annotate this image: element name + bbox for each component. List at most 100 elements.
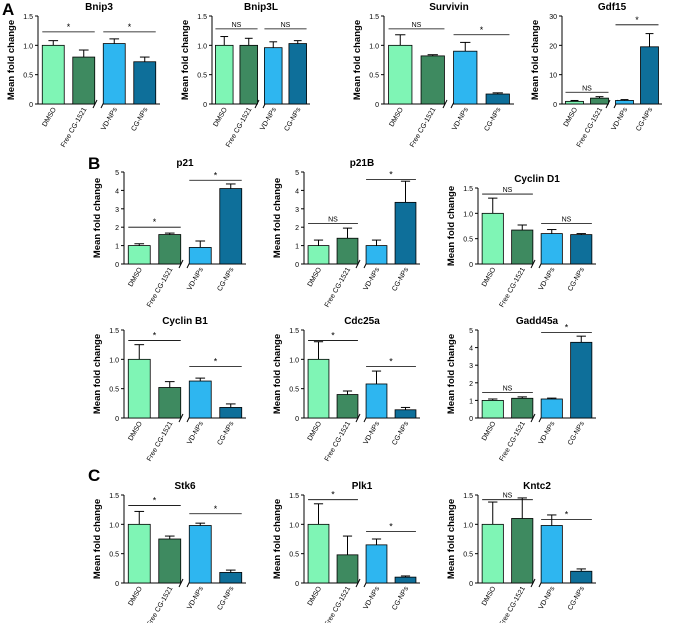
y-axis-label: Mean fold change — [92, 178, 103, 258]
y-tick-label: 1.0 — [289, 522, 299, 529]
y-tick-label: 0.5 — [197, 73, 207, 80]
x-tick-label: CG-NPs — [216, 266, 235, 292]
significance-label: * — [153, 496, 157, 506]
bar — [127, 358, 151, 419]
x-tick-label: DMSO — [481, 266, 498, 288]
y-tick-label: 0.5 — [109, 552, 119, 559]
x-tick-label: VD-NPs — [363, 585, 382, 611]
x-tick-label: VD-NPs — [538, 585, 557, 611]
y-tick-label: 2 — [469, 381, 473, 388]
bar — [219, 407, 243, 419]
x-tick-label: DMSO — [307, 585, 324, 607]
chart-gadd45a: Gadd45a Mean fold change 0 1 2 3 4 5 DMSO Free CG… — [446, 316, 596, 463]
bar — [133, 61, 157, 105]
y-axis-label: Mean fold change — [272, 499, 283, 579]
significance-label: * — [389, 169, 393, 179]
significance-label: * — [153, 217, 157, 227]
x-tick-label: CG-NPs — [216, 420, 235, 446]
bar — [365, 544, 388, 584]
x-tick-label: Free CG-1521 — [146, 420, 174, 462]
y-tick-label: 1.0 — [463, 211, 473, 218]
y-tick-label: 0.5 — [23, 73, 33, 80]
y-tick-label: 0 — [115, 416, 119, 423]
bar — [481, 523, 504, 584]
chart-cdc25a: Cdc25a Mean fold change 0 0.5 1.0 1.5 DMSO Free… — [272, 316, 420, 463]
significance-label: * — [480, 25, 484, 35]
x-tick-label: Free CG-1521 — [60, 106, 88, 148]
y-tick-label: 1.5 — [109, 493, 119, 500]
y-tick-label: 2 — [295, 225, 299, 232]
x-tick-label: CG-NPs — [567, 420, 586, 446]
y-tick-label: 0 — [203, 102, 207, 109]
bar — [540, 525, 563, 584]
y-tick-label: 20 — [549, 43, 557, 50]
x-tick-label: DMSO — [41, 106, 58, 128]
bar — [288, 43, 307, 105]
bar — [72, 56, 96, 105]
significance-label: * — [67, 22, 71, 32]
x-tick-label: VD-NPs — [611, 106, 630, 132]
bar — [365, 383, 388, 419]
y-tick-label: 0.5 — [289, 387, 299, 394]
bar — [485, 93, 510, 105]
x-tick-label: DMSO — [307, 266, 324, 288]
y-tick-label: 1.0 — [109, 357, 119, 364]
y-tick-label: 0 — [469, 262, 473, 269]
y-tick-label: 0.5 — [463, 237, 473, 244]
chart-title: Cyclin B1 — [162, 316, 208, 327]
bar — [102, 43, 126, 105]
bar — [590, 97, 609, 105]
panel-label-c: C — [88, 466, 101, 485]
x-tick-label: Free CG-1521 — [324, 585, 352, 623]
x-tick-label: VD-NPs — [363, 266, 382, 292]
y-tick-label: 5 — [295, 170, 299, 177]
y-tick-label: 1.5 — [289, 328, 299, 335]
y-axis-label: Mean fold change — [6, 20, 17, 100]
panel-label-a: A — [2, 0, 15, 19]
bar — [307, 523, 330, 584]
chart-title: Cyclin D1 — [514, 174, 560, 185]
chart-bnip3: Bnip3 Mean fold change 0 0.5 1.0 1.5 DMSO Free … — [6, 2, 160, 149]
x-tick-label: VD-NPs — [259, 106, 278, 132]
bar — [511, 229, 534, 265]
x-tick-label: DMSO — [481, 420, 498, 442]
bar — [215, 44, 234, 105]
y-tick-label: 0 — [295, 262, 299, 269]
x-tick-label: CG-NPs — [391, 420, 410, 446]
bar — [307, 358, 330, 419]
significance-label: * — [214, 356, 218, 366]
bar — [453, 50, 478, 105]
y-tick-label: 1 — [295, 244, 299, 251]
significance-label: * — [635, 15, 639, 25]
bar — [336, 237, 359, 265]
bar — [615, 100, 634, 105]
chart-title: Kntc2 — [523, 481, 551, 492]
x-tick-label: Free CG-1521 — [409, 106, 437, 148]
y-tick-label: 0 — [115, 262, 119, 269]
significance-label: * — [389, 521, 393, 531]
chart-title: p21B — [350, 158, 374, 169]
y-tick-label: 1.0 — [23, 43, 33, 50]
y-tick-label: 0 — [553, 102, 557, 109]
y-axis-label: Mean fold change — [92, 334, 103, 414]
x-tick-label: DMSO — [307, 420, 324, 442]
x-tick-label: Free CG-1521 — [499, 266, 527, 308]
x-tick-label: Free CG-1521 — [499, 420, 527, 462]
y-axis-label: Mean fold change — [446, 334, 457, 414]
x-tick-label: VD-NPs — [451, 106, 470, 132]
x-tick-label: VD-NPs — [100, 106, 119, 132]
x-tick-label: VD-NPs — [538, 420, 557, 446]
bar — [219, 572, 243, 584]
significance-label: * — [331, 331, 335, 341]
x-tick-label: DMSO — [127, 585, 144, 607]
bar — [219, 188, 243, 265]
y-tick-label: 1 — [115, 244, 119, 251]
significance-label: * — [565, 510, 569, 520]
panel-label-b: B — [88, 154, 101, 173]
y-tick-label: 1.0 — [197, 43, 207, 50]
bar — [640, 46, 659, 105]
bar — [188, 247, 212, 265]
x-tick-label: CG-NPs — [483, 106, 502, 132]
